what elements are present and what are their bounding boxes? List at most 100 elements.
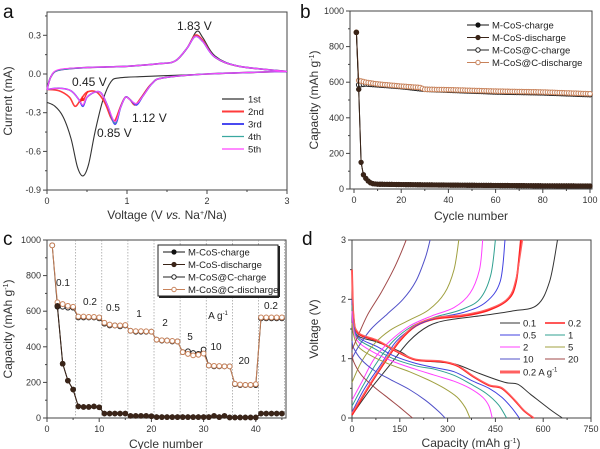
annotation-0.85V: 0.85 V [97,126,132,140]
x-tick-label: 1 [124,196,129,206]
y-axis-label: Voltage (V) [307,299,321,358]
discharge-curve-5 [351,323,471,419]
cv-anodic-5th [46,35,288,90]
data-point [91,403,97,410]
data-point [169,338,176,344]
x-tick-label: 20 [146,424,156,434]
data-point [179,349,186,356]
y-tick-label: 400 [26,342,41,352]
rate-label: 0.2 [264,301,278,312]
y-tick-label: 0 [339,184,344,194]
data-point [185,414,191,420]
data-point [242,414,249,421]
data-point [200,414,207,420]
legend-label-M-CoS@C-discharge: M-CoS@C-discharge [188,285,278,296]
data-point [221,363,228,370]
data-point [65,377,71,384]
y-tick-label: 800 [26,271,41,281]
data-point [169,414,176,420]
legend-marker [475,59,481,66]
x-tick-label: 2 [204,196,209,206]
charge-curve-10 [351,239,431,359]
data-point [111,322,118,329]
x-axis-label: Capacity (mAh g-1) [422,436,521,449]
data-point [216,363,223,369]
charge-curve-0.2 [351,239,522,416]
data-point [138,328,144,335]
x-tick-label: 80 [538,195,548,205]
legend-marker [475,34,481,41]
legend-label-3rd: 3rd [248,120,262,131]
data-point [75,403,82,410]
data-point [356,86,362,92]
data-point [190,414,196,420]
legend-label-10: 10 [523,355,534,366]
data-point [106,410,113,417]
charge-curve-0.5 [351,239,506,413]
x-tick-label: 150 [392,424,407,434]
y-tick-label: 3 [341,235,346,245]
legend-label-5: 5 [568,343,573,354]
y-tick-label: 400 [329,113,344,123]
data-point [143,413,149,419]
data-point [96,314,103,321]
y-tick-label: 0 [341,413,346,423]
data-point [587,183,593,189]
legend-label-0.5: 0.5 [523,331,536,342]
x-tick-label: 0 [351,195,356,205]
discharge-curve-0.2 A g-1 [351,269,535,419]
data-point [200,350,207,357]
data-point [138,413,144,419]
charge-curve-0.1 [351,239,558,416]
data-point [258,410,264,417]
data-point [211,413,217,419]
legend-label-M-CoS-charge: M-CoS-charge [188,248,250,259]
panel-label-d: d [302,229,313,250]
data-point [75,313,82,320]
y-tick-label: 1000 [324,6,344,16]
y-axis-label: Capacity (mAh g-1) [307,51,321,150]
data-point [195,351,202,358]
x-tick-label: 10 [94,424,104,434]
data-point [273,410,280,417]
y-tick-label: 0.3 [28,30,41,40]
data-point [185,351,191,357]
rate-label: 5 [187,332,193,343]
data-point [127,327,134,334]
legend-label-0.1: 0.1 [523,319,536,330]
data-point [268,410,275,417]
data-point [174,414,181,420]
x-tick-label: 60 [491,195,501,205]
legend-label-20: 20 [568,355,579,366]
data-point [263,410,270,417]
x-axis-label: Voltage (V vs. Na+/Na) [107,208,227,222]
legend-label-M-CoS@C-charge: M-CoS@C-charge [188,273,266,284]
data-point [268,314,275,321]
panel-c-rate: 0 10 20 30 40020040060080010000.10.20.512510… [1,235,287,449]
rate-label: 1 [136,309,142,320]
data-point [232,380,238,387]
legend-label-M-CoS@C-discharge: M-CoS@C-discharge [492,58,582,69]
x-tick-label: 750 [583,424,598,434]
panel-label-a: a [3,2,14,23]
x-tick-label: 600 [536,424,551,434]
data-point [252,381,259,388]
data-point [122,410,129,417]
data-point [91,313,97,320]
plot-frame [351,239,592,419]
x-tick-label: 0 [44,196,49,206]
legend-label-M-CoS-discharge: M-CoS-discharge [188,260,262,271]
x-tick-label: 40 [443,195,453,205]
y-tick-label: -0.6 [25,146,41,156]
y-tick-label: 200 [329,148,344,158]
panel-label-b: b [300,2,311,23]
data-point [242,381,249,388]
data-point [247,414,254,421]
data-point [80,404,87,410]
y-tick-label: 200 [26,377,41,387]
charge-curve-5 [351,239,460,383]
data-point [226,363,233,370]
y-tick-label: 1000 [21,235,41,245]
